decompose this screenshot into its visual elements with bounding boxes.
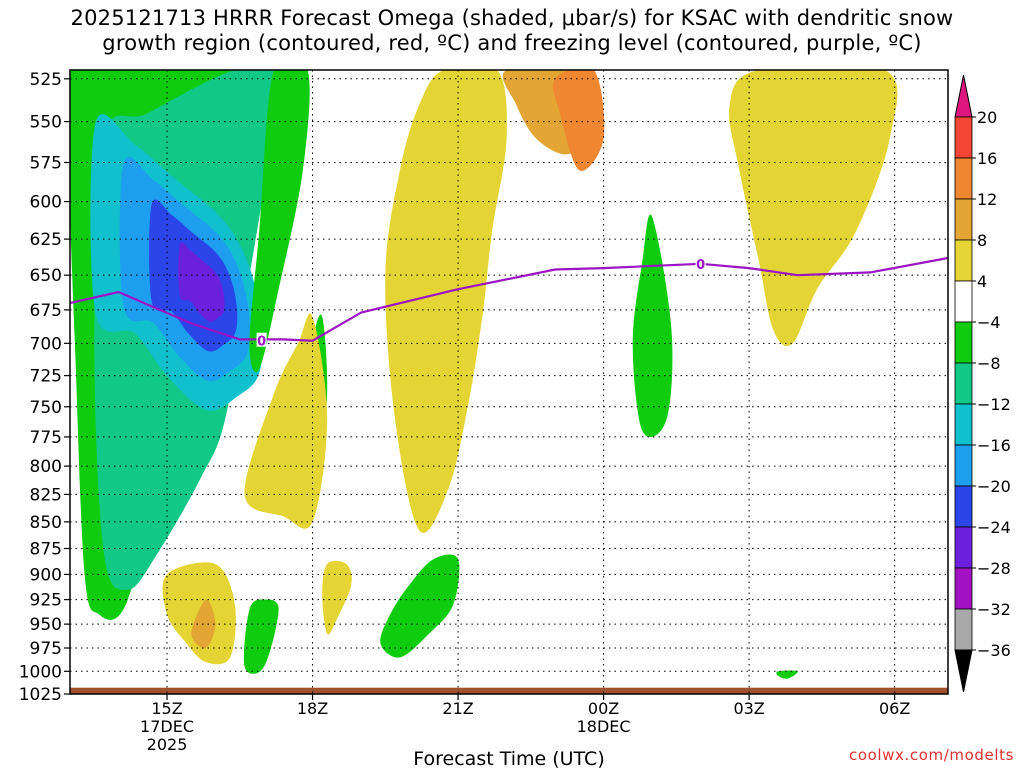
freezing-level-label: 0 (696, 258, 705, 273)
colorbar-bin (954, 280, 973, 323)
y-tick-label: 525 (30, 70, 62, 90)
x-tick-label: 15Z (151, 699, 182, 718)
freezing-level-line (70, 256, 948, 342)
omega-core-ring (178, 242, 225, 322)
x-tick-year: 2025 (147, 735, 188, 754)
y-tick-label: 675 (30, 301, 62, 321)
omega-shading (70, 70, 898, 679)
colorbar-top-arrow (954, 74, 973, 118)
x-tick-label: 03Z (733, 699, 764, 718)
y-tick-label: 800 (30, 457, 62, 477)
chart-title-line-1: 2025121713 HRRR Forecast Omega (shaded, … (70, 6, 954, 30)
colorbar-label: −20 (977, 477, 1011, 496)
y-tick-label: 1025 (19, 685, 62, 705)
grid-lines (70, 70, 948, 694)
colorbar-bin (954, 116, 973, 159)
y-tick-label: 875 (30, 540, 62, 560)
colorbar-label: 12 (977, 190, 997, 209)
y-tick-label: 975 (30, 639, 62, 659)
omega-band-green-east (249, 70, 310, 373)
chart-title: 2025121713 HRRR Forecast Omega (shaded, … (0, 6, 1024, 56)
omega-green-low-22z (380, 554, 460, 658)
colorbar-label: −8 (977, 354, 1001, 373)
y-tick-label: 700 (30, 334, 62, 354)
y-tick-label: 750 (30, 398, 62, 418)
colorbar-bin (954, 321, 973, 364)
colorbar-label: −32 (977, 600, 1011, 619)
colorbar-label: −4 (977, 313, 1001, 332)
freezing-level-contour: 00 (70, 255, 948, 350)
colorbar-bin (954, 403, 973, 446)
colorbar-label: 16 (977, 149, 997, 168)
colorbar-label: −24 (977, 518, 1011, 537)
x-tick-label: 18Z (297, 699, 328, 718)
colorbar-label: −12 (977, 395, 1011, 414)
colorbar-bin (954, 567, 973, 610)
terrain-strip (70, 687, 948, 694)
omega-green-low-18z (243, 599, 279, 674)
colorbar-bin (954, 198, 973, 241)
x-tick-date: 18DEC (577, 717, 631, 736)
omega-green-cell-01z (632, 214, 673, 438)
y-tick-label: 725 (30, 367, 62, 387)
colorbar-bin (954, 608, 973, 651)
colorbar-bin (954, 362, 973, 405)
colorbar-bin (954, 444, 973, 487)
y-tick-label: 600 (30, 193, 62, 213)
source-credit: coolwx.com/modelts (849, 746, 1014, 764)
colorbar: 20 16 12 8 4 −4 −8 −12 −16 −20 −24 −28 −32 −36 (954, 74, 1011, 693)
x-tick-label: 06Z (879, 699, 910, 718)
y-tick-label: 825 (30, 485, 62, 505)
omega-orange-max-00z (552, 70, 605, 171)
freezing-level-label: 0 (257, 335, 266, 350)
y-tick-label: 850 (30, 513, 62, 533)
x-axis-title: Forecast Time (UTC) (413, 748, 604, 768)
colorbar-label: 8 (977, 231, 987, 250)
y-tick-label: 625 (30, 230, 62, 250)
omega-green-small-04z (776, 670, 798, 679)
colorbar-bin (954, 157, 973, 200)
plot-frame (69, 69, 949, 695)
freezing-level-label-bg (695, 255, 706, 270)
y-tick-label: 900 (30, 565, 62, 585)
y-tick-label: 650 (30, 266, 62, 286)
colorbar-label: −16 (977, 436, 1011, 455)
omega-yellow-00z (385, 70, 507, 533)
y-tick-label: 775 (30, 428, 62, 448)
y-tick-label: 950 (30, 615, 62, 635)
colorbar-bin (954, 485, 973, 528)
colorbar-bin (954, 526, 973, 569)
x-tick-label: 00Z (588, 699, 619, 718)
freezing-level-label-bg (256, 332, 267, 347)
y-tick-label: 575 (30, 153, 62, 173)
colorbar-bottom-arrow (954, 649, 973, 693)
y-tick-label: 925 (30, 591, 62, 611)
omega-yellow-18z (244, 313, 328, 529)
y-tick-label: 1000 (19, 662, 62, 682)
colorbar-label: −28 (977, 559, 1011, 578)
colorbar-label: 20 (977, 108, 997, 127)
y-tick-label: 550 (30, 113, 62, 133)
colorbar-bin (954, 239, 973, 282)
colorbar-label: −36 (977, 641, 1011, 660)
colorbar-label: 4 (977, 272, 987, 291)
omega-yellow-low-19z (322, 560, 352, 635)
y-axis: 525 550 575 600 625 650 675 700 725 750 775 800 825 8… (19, 70, 70, 705)
ground-surface (70, 687, 948, 694)
omega-yellow-03z (729, 70, 898, 347)
x-tick-label: 21Z (442, 699, 473, 718)
chart-title-line-2: growth region (contoured, red, ºC) and f… (102, 31, 922, 55)
x-tick-date: 17DEC (140, 717, 194, 736)
